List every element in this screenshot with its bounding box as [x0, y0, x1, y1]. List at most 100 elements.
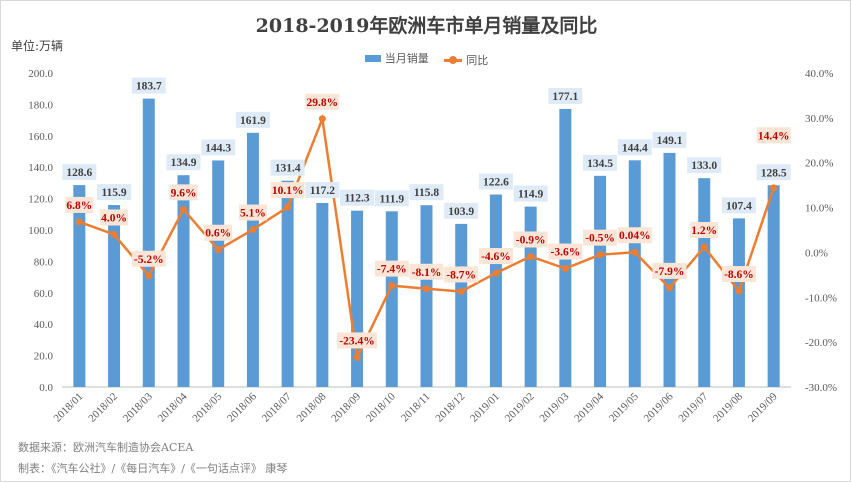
bar-value-label: 117.2: [310, 185, 335, 197]
right-tick-label: 30.0%: [805, 113, 833, 125]
yoy-label-bg: [444, 266, 479, 283]
bar: [420, 205, 433, 387]
x-tick-label: 2018/09: [329, 390, 363, 424]
legend-item-yoy: 同比: [444, 52, 488, 68]
yoy-point: [666, 284, 673, 292]
yoy-value-label: -4.6%: [481, 251, 511, 263]
x-tick-label: 2018/04: [156, 390, 190, 424]
yoy-point: [770, 184, 778, 192]
yoy-value-label: 6.8%: [66, 200, 92, 212]
bar-label-bg: [617, 139, 652, 156]
x-tick-label: 2018/07: [260, 390, 294, 424]
yoy-value-label: 29.8%: [307, 97, 339, 109]
yoy-value-label: -8.6%: [724, 269, 754, 281]
bar-value-label: 183.7: [136, 81, 162, 93]
right-tick-label: 0.0%: [805, 247, 828, 259]
bar-value-label: 177.1: [552, 91, 578, 103]
bar: [767, 185, 780, 387]
yoy-point: [353, 353, 361, 361]
yoy-label-bg: [690, 222, 719, 239]
yoy-label-bg: [305, 93, 340, 110]
bar-label-bg: [305, 181, 340, 198]
yoy-value-label: 9.6%: [171, 187, 197, 199]
bar-value-label: 144.4: [622, 142, 648, 154]
yoy-point: [75, 218, 83, 226]
yoy-value-label: 5.1%: [240, 208, 266, 220]
bar-value-label: 131.4: [275, 163, 301, 175]
yoy-point: [527, 252, 535, 260]
yoy-value-label: -8.1%: [412, 267, 442, 279]
x-tick-label: 2019/06: [642, 390, 676, 424]
yoy-point: [457, 287, 465, 295]
bar-label-bg: [201, 139, 236, 156]
bar: [177, 175, 190, 387]
x-tick-label: 2019/02: [503, 391, 537, 425]
bar-value-label: 149.1: [657, 135, 683, 147]
legend-bar-swatch: [364, 54, 381, 62]
chart-title: 2018-2019年欧洲车市单月销量及同比: [255, 15, 598, 37]
left-tick-label: 100.0: [28, 225, 53, 237]
yoy-label-bg: [617, 227, 652, 244]
yoy-label-bg: [65, 196, 94, 213]
yoy-point: [423, 285, 430, 293]
x-tick-label: 2019/01: [468, 391, 502, 425]
yoy-value-label: 14.4%: [758, 130, 790, 142]
bar-label-bg: [235, 111, 270, 128]
yoy-point: [561, 265, 569, 273]
left-tick-label: 80.0: [34, 256, 54, 268]
unit-label: 单位:万辆: [11, 39, 64, 53]
yoy-label-bg: [270, 182, 305, 199]
left-tick-label: 140.0: [28, 162, 53, 174]
yoy-value-label: -8.7%: [446, 269, 476, 281]
x-tick-label: 2019/09: [746, 390, 780, 424]
yoy-point: [180, 205, 187, 213]
right-tick-label: 10.0%: [805, 203, 833, 215]
bar: [246, 132, 259, 387]
yoy-value-label: 1.2%: [691, 225, 717, 237]
x-tick-label: 2019/07: [676, 390, 710, 424]
yoy-value-label: -5.2%: [134, 254, 164, 266]
left-tick-label: 40.0: [34, 319, 54, 331]
yoy-point: [700, 243, 708, 251]
bar-value-label: 128.6: [66, 167, 92, 179]
yoy-point: [318, 115, 326, 123]
bar-value-label: 107.4: [726, 200, 752, 212]
x-tick-label: 2018/01: [51, 391, 85, 425]
x-tick-label: 2018/12: [433, 391, 467, 425]
yoy-value-label: -7.9%: [655, 266, 685, 278]
left-tick-label: 180.0: [28, 99, 53, 111]
yoy-label-bg: [513, 231, 548, 248]
bar: [212, 160, 225, 387]
bar-label-bg: [721, 197, 756, 214]
left-tick-label: 60.0: [34, 288, 54, 300]
x-tick-label: 2018/05: [190, 390, 224, 424]
yoy-label-bg: [374, 260, 409, 277]
yoy-value-label: 0.6%: [205, 228, 231, 240]
source-note: 数据来源：欧洲汽车制造协会ACEA: [18, 441, 194, 454]
bar-label-bg: [756, 164, 791, 181]
bar-label-bg: [409, 184, 444, 201]
bar-label-bg: [374, 190, 409, 207]
right-tick-label: -10.0%: [805, 292, 837, 304]
legend-line-swatch: [444, 56, 463, 64]
bar-value-label: 112.3: [344, 193, 369, 205]
bar: [455, 223, 468, 387]
legend: 当月销量 同比: [1, 50, 851, 68]
bar-value-label: 134.9: [171, 157, 197, 169]
bar-label-bg: [444, 202, 479, 219]
yoy-label-bg: [478, 248, 513, 265]
yoy-point: [596, 251, 604, 259]
yoy-value-label: 10.1%: [272, 185, 304, 197]
bar: [594, 175, 607, 387]
yoy-value-label: -3.6%: [550, 247, 580, 259]
bar-label-bg: [548, 87, 583, 104]
bar-label-bg: [687, 157, 722, 174]
left-tick-label: 200.0: [28, 68, 53, 80]
right-tick-label: -20.0%: [805, 337, 837, 349]
bar-value-label: 122.6: [483, 177, 509, 189]
right-tick-label: -30.0%: [805, 382, 837, 394]
right-tick-label: 40.0%: [805, 68, 833, 80]
bar: [281, 180, 294, 387]
